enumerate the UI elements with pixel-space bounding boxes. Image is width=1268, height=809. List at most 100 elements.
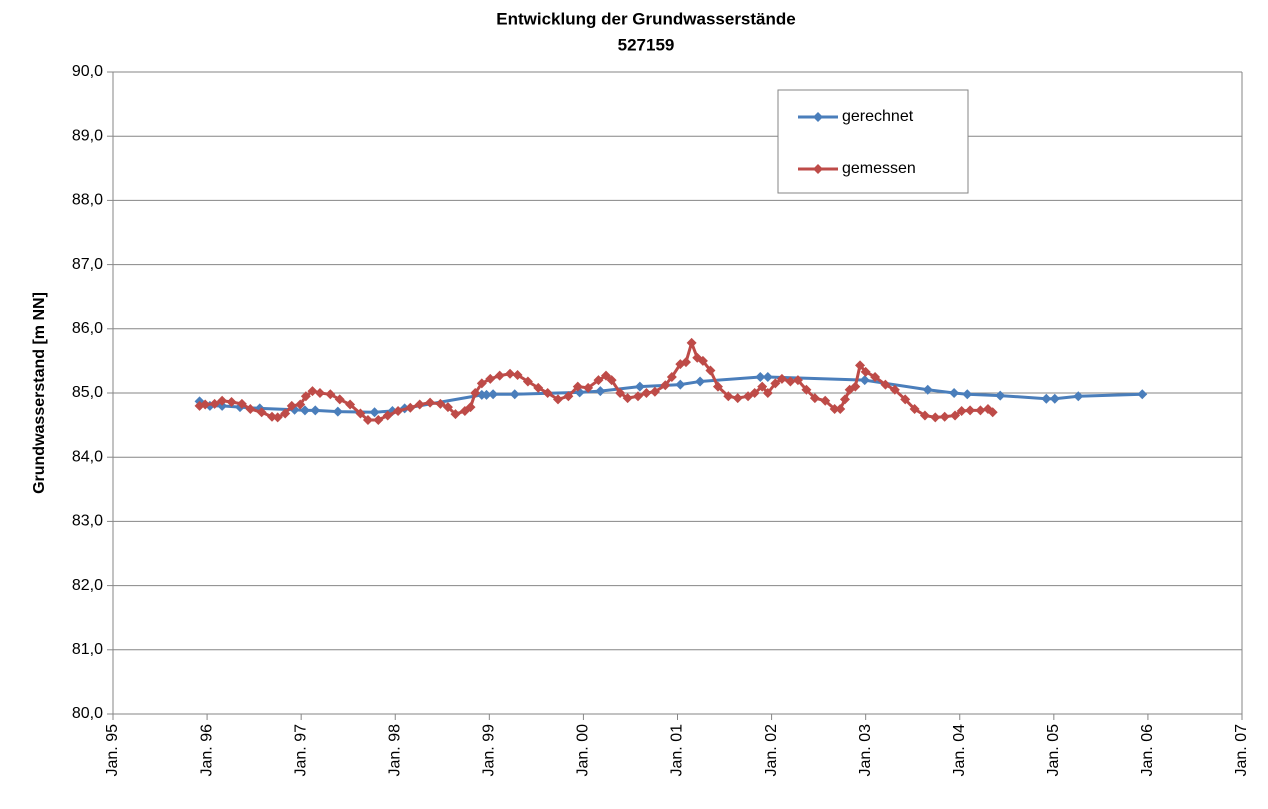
- data-point: [919, 410, 930, 421]
- legend-marker: [813, 164, 823, 174]
- data-point: [995, 390, 1006, 401]
- data-point: [949, 388, 960, 398]
- data-point: [956, 405, 967, 416]
- data-point: [860, 366, 871, 377]
- data-point: [820, 395, 831, 406]
- data-point: [583, 382, 594, 393]
- data-point: [494, 370, 505, 381]
- data-point: [542, 388, 553, 398]
- data-point: [476, 378, 487, 389]
- data-point: [755, 371, 766, 382]
- y-tick-label: 85,0: [72, 384, 103, 401]
- data-point: [660, 380, 671, 391]
- data-point: [749, 388, 760, 398]
- y-tick-label: 81,0: [72, 641, 103, 658]
- data-point: [801, 384, 812, 395]
- data-point: [939, 411, 950, 422]
- data-point: [1041, 393, 1052, 404]
- data-point: [522, 376, 533, 387]
- data-point: [200, 399, 211, 410]
- data-point: [792, 375, 803, 386]
- legend-label: gerechnet: [842, 108, 914, 125]
- data-point: [723, 391, 734, 402]
- x-tick-label: Jan. 95: [104, 724, 121, 777]
- x-tick-label: Jan. 05: [1045, 724, 1062, 777]
- y-tick-label: 84,0: [72, 448, 103, 465]
- data-point: [850, 381, 861, 392]
- data-point: [675, 379, 686, 390]
- data-point: [572, 381, 583, 392]
- data-point: [697, 355, 708, 366]
- data-point: [345, 399, 356, 410]
- data-point: [705, 365, 716, 376]
- x-tick-label: Jan. 97: [292, 724, 309, 777]
- data-point: [595, 386, 606, 397]
- data-point: [987, 407, 998, 418]
- y-tick-label: 89,0: [72, 127, 103, 144]
- data-point: [334, 394, 345, 405]
- data-point: [950, 410, 961, 421]
- data-point: [839, 394, 850, 405]
- legend-marker: [813, 112, 823, 122]
- data-point: [485, 373, 496, 384]
- data-point: [286, 400, 297, 411]
- data-point: [314, 388, 325, 398]
- legend-box: [777, 89, 969, 194]
- data-point: [835, 404, 846, 415]
- data-point: [889, 384, 900, 395]
- data-point: [272, 412, 283, 423]
- data-point: [355, 408, 366, 419]
- data-point: [382, 410, 393, 421]
- data-point: [217, 395, 228, 406]
- data-point: [922, 384, 933, 395]
- data-point: [785, 376, 796, 387]
- data-point: [450, 409, 461, 420]
- legend-label: gemessen: [842, 160, 916, 177]
- data-point: [712, 381, 723, 392]
- data-point: [593, 375, 604, 386]
- data-point: [505, 368, 516, 379]
- data-point: [622, 393, 633, 404]
- data-point: [310, 405, 321, 416]
- y-tick-label: 82,0: [72, 577, 103, 594]
- data-point: [809, 393, 820, 404]
- data-point: [332, 406, 343, 417]
- data-point: [553, 394, 564, 405]
- data-point: [362, 414, 373, 425]
- data-point: [435, 398, 446, 409]
- data-point: [369, 407, 380, 418]
- data-point: [488, 389, 499, 400]
- data-point: [236, 398, 247, 409]
- data-point: [776, 373, 787, 384]
- data-point: [732, 393, 743, 404]
- data-point: [226, 396, 237, 407]
- data-point: [481, 389, 492, 400]
- data-point: [465, 402, 476, 413]
- data-point: [267, 411, 278, 422]
- data-point: [975, 405, 986, 416]
- y-tick-label: 83,0: [72, 513, 103, 530]
- y-tick-label: 80,0: [72, 705, 103, 722]
- x-tick-label: Jan. 99: [481, 724, 498, 777]
- data-point: [1137, 389, 1148, 400]
- data-point: [470, 388, 481, 398]
- data-point: [280, 408, 291, 419]
- data-point: [245, 404, 256, 415]
- data-point: [606, 375, 617, 386]
- x-tick-label: Jan. 03: [857, 724, 874, 777]
- data-point: [666, 371, 677, 382]
- x-tick-label: Jan. 06: [1139, 724, 1156, 777]
- data-point: [680, 357, 691, 368]
- data-point: [686, 337, 697, 348]
- data-point: [855, 360, 866, 371]
- data-point: [870, 371, 881, 382]
- x-tick-label: Jan. 98: [386, 724, 403, 777]
- x-tick-label: Jan. 02: [763, 724, 780, 777]
- data-point: [615, 388, 626, 398]
- x-tick-label: Jan. 07: [1233, 724, 1250, 777]
- chart-subtitle: 527159: [618, 35, 675, 54]
- x-tick-label: Jan. 01: [669, 724, 686, 777]
- data-point: [880, 379, 891, 390]
- data-point: [770, 378, 781, 389]
